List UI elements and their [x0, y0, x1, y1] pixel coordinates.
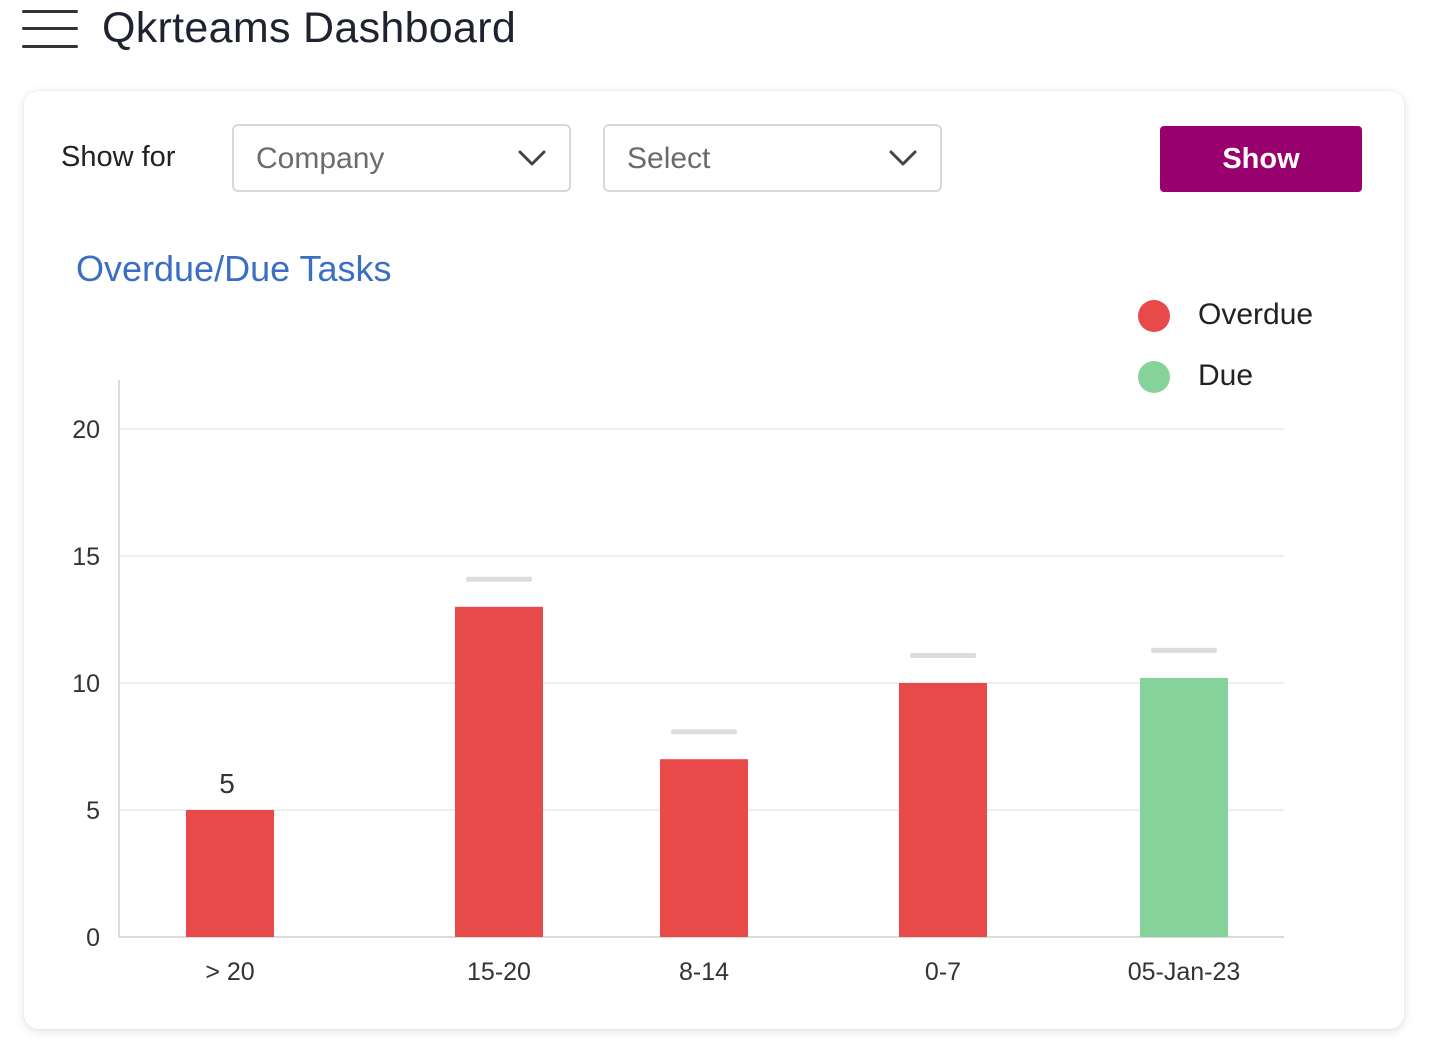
- chevron-down-icon: [889, 150, 917, 166]
- secondary-select[interactable]: Select: [603, 124, 942, 192]
- legend-dot-due: [1138, 361, 1170, 393]
- app-header: Qkrteams Dashboard: [0, 0, 1429, 60]
- chart-title: Overdue/Due Tasks: [76, 248, 392, 289]
- legend-dot-overdue: [1138, 300, 1170, 332]
- legend-label-overdue: Overdue: [1198, 298, 1314, 331]
- company-select[interactable]: Company: [232, 124, 571, 192]
- hamburger-menu-icon[interactable]: [22, 8, 80, 50]
- dashboard-card: Show for Company Select Show Overdue/Due…: [24, 91, 1404, 1029]
- chevron-down-icon: [518, 150, 546, 166]
- company-select-value: Company: [256, 142, 385, 175]
- app-title: Qkrteams Dashboard: [102, 4, 517, 52]
- show-button[interactable]: Show: [1160, 126, 1362, 192]
- secondary-select-value: Select: [627, 142, 711, 175]
- legend-label-due: Due: [1198, 359, 1254, 392]
- show-for-label: Show for: [61, 141, 176, 173]
